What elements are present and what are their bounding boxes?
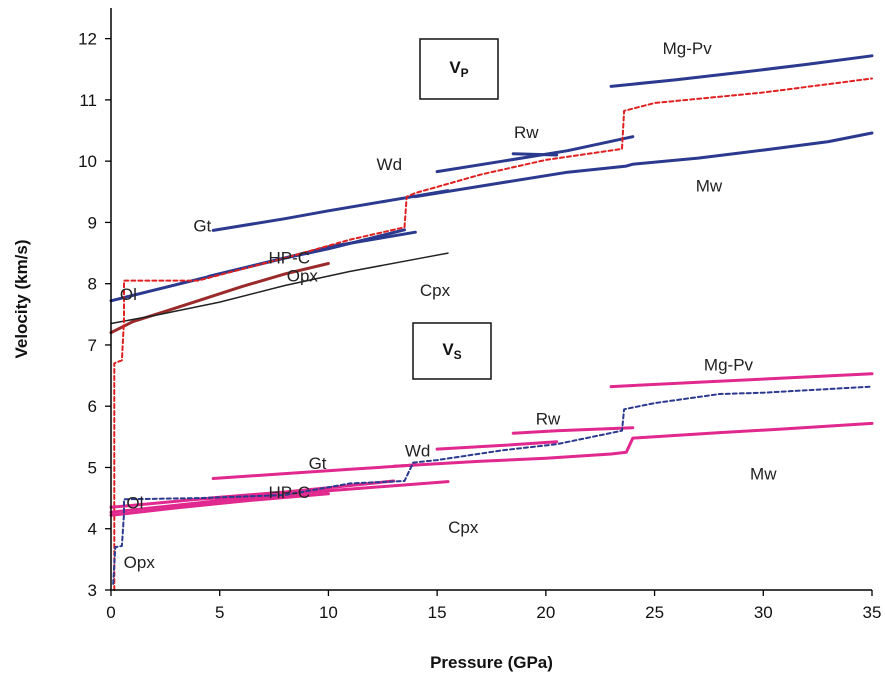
y-tick-label: 3 [88,581,97,600]
series-vp-mineral-rw [511,152,559,157]
y-tick-label: 5 [88,458,97,477]
series-vs-model-vs-model [112,385,873,585]
y-axis-title: Velocity (km/s) [12,239,31,358]
vs-label-box [412,322,492,380]
y-tick-label: 4 [88,520,97,539]
annotation-mw: Mw [696,177,723,196]
series-vp-mineral-wd [435,135,635,174]
annotation-gt: Gt [193,216,211,235]
series-vp-mineral-gt [211,189,450,232]
annotation-cpx: Cpx [448,518,479,537]
annotation-wd: Wd [377,155,403,174]
x-tick-label: 15 [428,603,447,622]
y-tick-label: 7 [88,336,97,355]
annotation-mg-pv: Mg-Pv [663,39,713,58]
x-tick-label: 20 [536,603,555,622]
vs-label-sub: S [454,348,462,362]
vs-panel-label: VS [412,322,492,380]
y-tick-label: 6 [88,397,97,416]
x-tick-label: 5 [215,603,224,622]
y-tick-label: 9 [88,213,97,232]
series-vs-mineral-opx [109,492,330,517]
vs-label-text: VS [442,340,461,362]
annotation-ol: Ol [126,493,143,512]
annotation-mg-pv: Mg-Pv [704,356,754,375]
y-tick-label: 8 [88,275,97,294]
annotation-rw: Rw [514,123,539,142]
annotation-mw: Mw [750,465,777,484]
series-vs-mineral-mg-pv [609,372,874,389]
x-tick-label: 35 [863,603,882,622]
x-tick-label: 0 [106,603,115,622]
y-tick-label: 11 [79,91,97,110]
series-vp-mineral-mg-pv [609,54,874,88]
annotation-opx: Opx [124,553,156,572]
series-vs-mineral-wd [435,440,559,451]
vp-label-main: V [449,58,461,77]
vp-label-sub: P [461,66,469,80]
series-vs-mineral-rw [511,426,635,435]
series-vs-mineral-hp-c [207,479,396,500]
annotation-hp-c: HP-C [269,248,311,267]
y-tick-label: 12 [78,30,97,49]
x-axis-title: Pressure (GPa) [430,653,553,672]
annotation-ol: Ol [120,285,137,304]
annotation-gt: Gt [309,454,327,473]
y-tick-label: 10 [78,152,97,171]
series-vs-mineral-gt [211,463,417,480]
series-layer [109,54,874,591]
x-tick-label: 30 [754,603,773,622]
annotation-hp-c: HP-C [269,483,311,502]
series-vp-cpx-cpx [110,252,449,325]
series-vs-mineral-mw [392,421,874,468]
vp-label-text: VP [449,58,468,80]
annotation-wd: Wd [405,441,431,460]
axes [110,8,872,591]
tick-layer: 0 5 10 15 20 25 30 35 3 4 5 6 7 8 9 10 11 12 [78,30,881,622]
vs-label-main: V [442,340,454,359]
series-vp-mineral-mw [413,131,874,199]
series-vp-model-vp-model [113,77,873,591]
annotation-opx: Opx [287,267,319,286]
annotation-cpx: Cpx [420,281,451,300]
vp-panel-label: VP [419,38,499,100]
x-tick-label: 10 [319,603,338,622]
x-tick-label: 25 [645,603,664,622]
series-vp-opx-opx [109,262,330,335]
vp-label-box [419,38,499,100]
annotation-rw: Rw [536,409,561,428]
